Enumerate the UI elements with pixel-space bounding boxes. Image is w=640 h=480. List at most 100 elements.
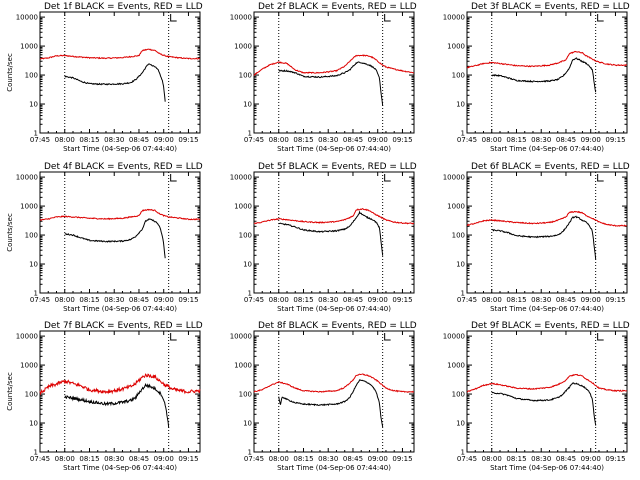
x-tick-label: 08:30 bbox=[531, 136, 551, 144]
y-tick-label: 10 bbox=[29, 261, 38, 269]
detector-panel: Det 8f BLACK = Events, RED = LLD 07:45 08:… bbox=[230, 321, 417, 472]
x-tick-label: 08:15 bbox=[293, 296, 313, 304]
y-tick-label: 10 bbox=[29, 420, 38, 428]
bracket-mark bbox=[170, 174, 177, 182]
y-tick-label: 1 bbox=[34, 449, 38, 457]
x-tick-label: 08:15 bbox=[506, 296, 526, 304]
events-series-line bbox=[64, 63, 166, 102]
y-tick-label: 1000 bbox=[234, 362, 252, 370]
detector-panel: Det 6f BLACK = Events, RED = LLD 07:45 08:… bbox=[443, 162, 630, 313]
x-tick-label: 08:30 bbox=[531, 455, 551, 463]
y-tick-label: 10000 bbox=[230, 174, 252, 182]
bracket-mark bbox=[170, 14, 177, 22]
y-tick-label: 1 bbox=[461, 290, 465, 298]
x-tick-label: 08:45 bbox=[556, 455, 576, 463]
y-tick-label: 10 bbox=[243, 101, 252, 109]
x-tick-label: 09:15 bbox=[178, 296, 198, 304]
panel-title: Det 3f BLACK = Events, RED = LLD bbox=[471, 2, 630, 12]
plot-frame bbox=[466, 330, 628, 453]
x-tick-label: 08:30 bbox=[104, 296, 124, 304]
detector-panel: Det 5f BLACK = Events, RED = LLD 07:45 08:… bbox=[230, 162, 417, 313]
panel-title: Det 8f BLACK = Events, RED = LLD bbox=[258, 321, 417, 331]
x-tick-label: 08:00 bbox=[482, 136, 502, 144]
x-tick-label: 09:00 bbox=[368, 455, 388, 463]
detector-panel: Det 1f BLACK = Events, RED = LLD 07:45 08:… bbox=[6, 2, 203, 153]
x-tick-label: 08:15 bbox=[293, 136, 313, 144]
y-tick-label: 1 bbox=[34, 130, 38, 138]
detector-panel: Det 7f BLACK = Events, RED = LLD 07:45 08:… bbox=[6, 321, 203, 472]
x-axis-label: Start Time (04-Sep-06 07:44:40) bbox=[277, 305, 391, 313]
y-tick-label: 10000 bbox=[16, 174, 38, 182]
y-tick-label: 100 bbox=[239, 72, 252, 80]
detector-panel: Det 4f BLACK = Events, RED = LLD 07:45 08:… bbox=[6, 162, 203, 313]
x-tick-label: 09:00 bbox=[581, 136, 601, 144]
x-tick-label: 09:00 bbox=[368, 296, 388, 304]
y-tick-label: 100 bbox=[452, 232, 465, 240]
y-tick-label: 100 bbox=[25, 72, 38, 80]
lld-series-line bbox=[466, 210, 627, 227]
x-tick-label: 09:15 bbox=[605, 455, 625, 463]
y-axis-label: Counts/sec bbox=[6, 372, 14, 411]
y-tick-label: 10 bbox=[456, 261, 465, 269]
x-tick-label: 08:15 bbox=[79, 455, 99, 463]
events-series-line bbox=[278, 379, 384, 428]
lld-series-line bbox=[466, 50, 628, 69]
x-tick-label: 08:15 bbox=[506, 455, 526, 463]
y-tick-label: 10000 bbox=[16, 333, 38, 341]
x-tick-label: 08:30 bbox=[104, 455, 124, 463]
x-tick-label: 09:15 bbox=[392, 136, 412, 144]
x-tick-label: 08:30 bbox=[318, 455, 338, 463]
x-tick-label: 08:45 bbox=[129, 136, 149, 144]
x-tick-label: 07:45 bbox=[457, 136, 477, 144]
y-tick-label: 1 bbox=[248, 130, 252, 138]
lld-series-line bbox=[253, 373, 415, 393]
detector-panel: Det 9f BLACK = Events, RED = LLD 07:45 08:… bbox=[443, 321, 630, 472]
y-tick-label: 100 bbox=[452, 72, 465, 80]
plot-frame bbox=[253, 330, 415, 453]
lld-series-line bbox=[39, 48, 201, 60]
y-tick-label: 1000 bbox=[234, 43, 252, 51]
x-tick-label: 09:00 bbox=[154, 136, 174, 144]
x-tick-label: 08:30 bbox=[318, 136, 338, 144]
y-tick-label: 1000 bbox=[447, 362, 465, 370]
y-tick-label: 100 bbox=[239, 232, 252, 240]
x-tick-label: 09:00 bbox=[154, 455, 174, 463]
x-tick-label: 09:00 bbox=[154, 296, 174, 304]
x-tick-label: 09:15 bbox=[605, 296, 625, 304]
y-tick-label: 10000 bbox=[16, 14, 38, 22]
y-tick-label: 1000 bbox=[447, 203, 465, 211]
y-tick-label: 10000 bbox=[443, 14, 465, 22]
y-tick-label: 10 bbox=[456, 101, 465, 109]
y-axis-label: Counts/sec bbox=[6, 213, 14, 252]
x-tick-label: 09:15 bbox=[178, 136, 198, 144]
y-tick-label: 100 bbox=[452, 391, 465, 399]
x-tick-label: 07:45 bbox=[30, 136, 50, 144]
x-tick-label: 07:45 bbox=[244, 136, 264, 144]
x-tick-label: 08:45 bbox=[129, 296, 149, 304]
x-tick-label: 08:15 bbox=[293, 455, 313, 463]
y-tick-label: 1000 bbox=[234, 203, 252, 211]
lld-series-line bbox=[253, 208, 415, 225]
x-tick-label: 09:15 bbox=[605, 136, 625, 144]
events-series-line bbox=[64, 382, 170, 428]
bracket-mark bbox=[384, 14, 391, 22]
y-tick-label: 100 bbox=[25, 391, 38, 399]
x-tick-label: 09:15 bbox=[392, 296, 412, 304]
x-tick-label: 09:00 bbox=[368, 136, 388, 144]
x-tick-label: 08:45 bbox=[343, 455, 363, 463]
lld-series-line bbox=[39, 208, 201, 222]
y-tick-label: 1 bbox=[34, 290, 38, 298]
events-series-line bbox=[491, 382, 597, 426]
x-axis-label: Start Time (04-Sep-06 07:44:40) bbox=[490, 145, 604, 153]
y-tick-label: 10000 bbox=[443, 174, 465, 182]
x-tick-label: 08:00 bbox=[55, 455, 75, 463]
y-tick-label: 1000 bbox=[20, 43, 38, 51]
x-axis-label: Start Time (04-Sep-06 07:44:40) bbox=[490, 464, 604, 472]
plot-frame bbox=[39, 171, 201, 294]
x-tick-label: 08:00 bbox=[55, 296, 75, 304]
plot-frame bbox=[466, 11, 628, 134]
x-axis-label: Start Time (04-Sep-06 07:44:40) bbox=[277, 145, 391, 153]
events-series-line bbox=[491, 215, 597, 260]
x-tick-label: 08:00 bbox=[55, 136, 75, 144]
bracket-mark bbox=[597, 333, 604, 341]
